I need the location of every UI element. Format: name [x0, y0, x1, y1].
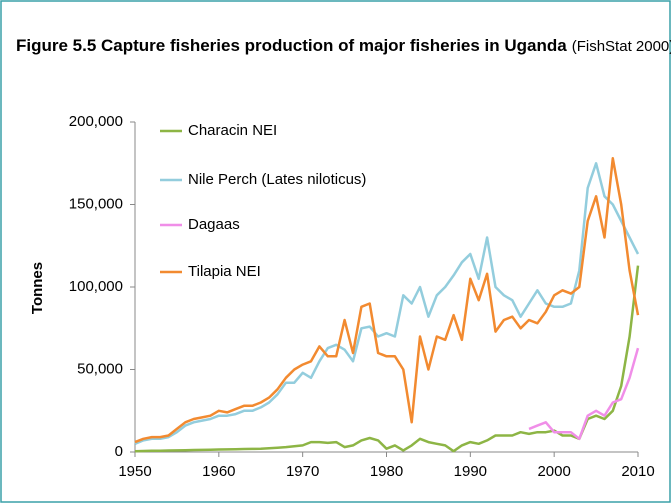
- legend-label: Nile Perch (Lates niloticus): [188, 171, 366, 188]
- x-tick-label: 1980: [370, 463, 403, 480]
- legend-label: Tilapia NEI: [188, 263, 261, 280]
- x-tick-label: 2000: [537, 463, 570, 480]
- legend-label: Characin NEI: [188, 122, 277, 139]
- x-tick-label: 1990: [454, 463, 487, 480]
- x-tick-label: 1960: [202, 463, 235, 480]
- x-tick-label: 2010: [621, 463, 654, 480]
- line-series: [134, 162, 640, 445]
- x-tick-label: 1970: [286, 463, 319, 480]
- line-series: [528, 347, 640, 441]
- y-tick-label: 150,000: [69, 195, 123, 212]
- line-series: [134, 157, 640, 444]
- y-tick-label: 100,000: [69, 278, 123, 295]
- y-tick-label: 0: [115, 443, 123, 460]
- legend-label: Dagaas: [188, 216, 240, 233]
- chart-subtitle: (FishStat 2000).: [572, 38, 671, 55]
- chart-title: Figure 5.5 Capture fisheries production …: [16, 36, 567, 55]
- y-axis-label: Tonnes: [29, 262, 46, 314]
- y-tick-label: 200,000: [69, 113, 123, 130]
- x-tick-label: 1950: [118, 463, 151, 480]
- y-tick-label: 50,000: [77, 360, 123, 377]
